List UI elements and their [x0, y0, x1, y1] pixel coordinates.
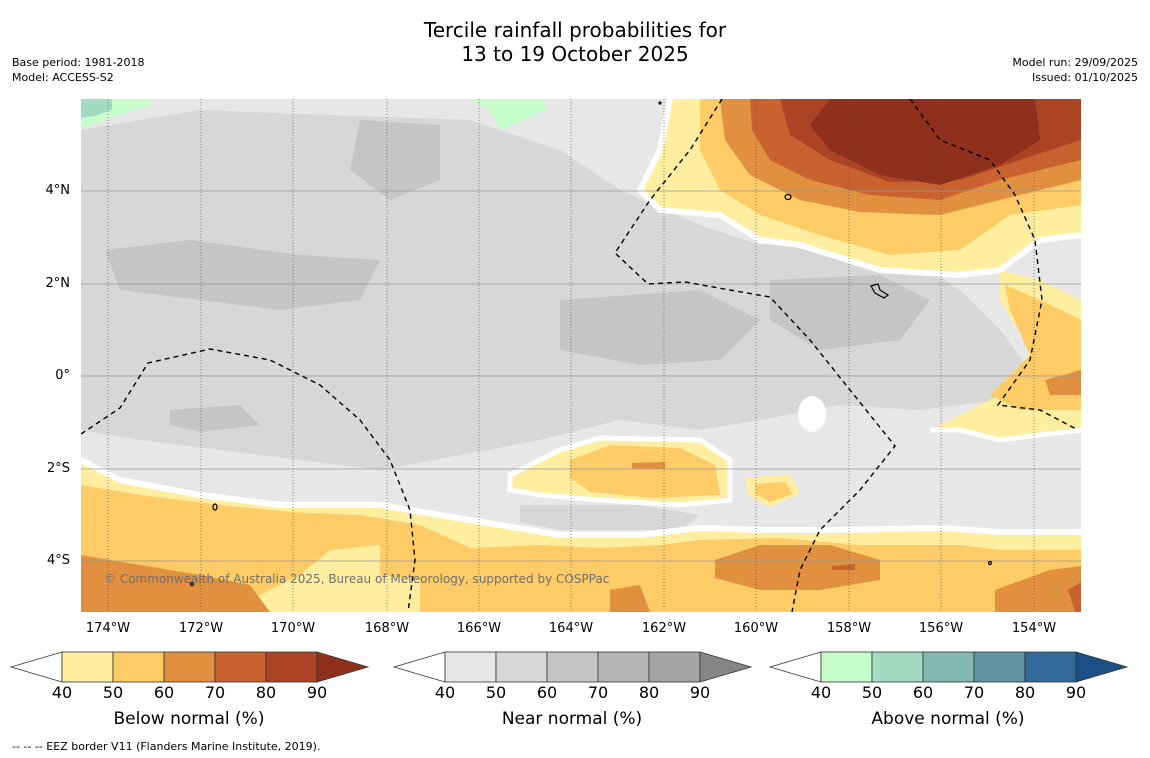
cb-above-extend-high: [1075, 651, 1129, 683]
cb-below-tick: 70: [204, 683, 226, 702]
title-line-2: 13 to 19 October 2025: [461, 42, 689, 66]
cb-near-tick: 60: [536, 683, 558, 702]
cb-above-tick: 60: [912, 683, 934, 702]
cb-below-tick: 90: [306, 683, 328, 702]
cb-below-tick: 50: [102, 683, 124, 702]
eez-footnote: -- -- -- EEZ border V11 (Flanders Marine…: [12, 740, 321, 753]
cb-above-swatch: [1024, 651, 1077, 683]
title-line-1: Tercile rainfall probabilities for: [423, 18, 727, 42]
below-normal-50-region-c: [570, 445, 720, 498]
white-gap: [798, 396, 826, 432]
boundary-highlight-south: [81, 457, 1081, 538]
below-normal-60-region-south-c: [995, 566, 1081, 612]
islands: [189, 101, 993, 587]
boundary-highlight-east: [930, 427, 1081, 443]
x-tick-label: 170°W: [270, 621, 316, 636]
below-normal-70-region-south-b: [832, 564, 855, 570]
cb-near-extend-high: [699, 651, 753, 683]
cb-near-swatch: [444, 651, 497, 683]
near-normal-60-region-b: [350, 120, 440, 200]
x-tick-label: 166°W: [456, 621, 502, 636]
cb-near-title: Near normal (%): [501, 709, 643, 729]
model-info: Base period: 1981-2018 Model: ACCESS-S2: [12, 55, 144, 85]
cb-below-tick: 60: [153, 683, 175, 702]
cb-above-tick: 50: [861, 683, 883, 702]
eez-borders: [81, 99, 1079, 612]
run-info: Model run: 29/09/2025 Issued: 01/10/2025: [1012, 55, 1138, 85]
cb-above-swatch: [871, 651, 924, 683]
y-tick-label: 2°S: [46, 461, 70, 476]
colorbars-svg: [9, 651, 1129, 683]
cb-above-title: Above normal (%): [871, 709, 1025, 729]
cb-above-swatch: [922, 651, 975, 683]
model-name: Model: ACCESS-S2: [12, 71, 114, 84]
y-tick-label: 4°S: [46, 553, 70, 568]
cb-near-swatch: [546, 651, 599, 683]
y-tick-label: 2°N: [45, 276, 71, 291]
below-normal-60-region-south-b: [715, 545, 880, 590]
model-run: Model run: 29/09/2025: [1012, 56, 1138, 69]
near-normal-60-region-e: [170, 405, 260, 432]
issued-date: Issued: 01/10/2025: [1031, 71, 1138, 84]
cb-above-swatch: [820, 651, 873, 683]
cb-below-swatch: [163, 651, 216, 683]
below-normal-90-region: [810, 99, 1040, 185]
above-normal-50-region: [81, 99, 112, 118]
above-normal-40-region-b: [470, 99, 545, 130]
cb-below-swatch: [112, 651, 165, 683]
latitude-gridlines: [81, 190, 1081, 562]
cb-near-tick: 50: [485, 683, 507, 702]
below-normal-70-region-south: [1068, 582, 1081, 612]
cb-near-tick: 90: [689, 683, 711, 702]
near-normal-60-region-c: [560, 290, 760, 365]
cb-below-swatch: [214, 651, 267, 683]
x-tick-label: 160°W: [733, 621, 779, 636]
boundary-highlight-north: [636, 99, 1081, 279]
cb-near-swatch: [597, 651, 650, 683]
cb-below-swatch: [61, 651, 114, 683]
cb-near-swatch: [495, 651, 548, 683]
base-period: Base period: 1981-2018: [12, 56, 145, 69]
below-normal-60-region-south: [81, 555, 270, 612]
x-tick-label: 154°W: [1011, 621, 1057, 636]
cb-below-swatch: [265, 651, 318, 683]
cb-below-title: Below normal (%): [113, 709, 265, 729]
copyright-notice: © Commonwealth of Australia 2025, Bureau…: [104, 572, 610, 586]
cb-above-swatch: [973, 651, 1026, 683]
cb-above-tick: 80: [1014, 683, 1036, 702]
cb-above-tick: 90: [1065, 683, 1087, 702]
cb-below-tick: 40: [51, 683, 73, 702]
near-normal-50-region: [81, 110, 1030, 470]
cb-near-swatch: [648, 651, 701, 683]
cb-below-extend-high: [316, 651, 370, 683]
near-normal-60-region-d: [770, 275, 930, 350]
x-tick-label: 172°W: [178, 621, 224, 636]
y-tick-label: 4°N: [45, 183, 71, 198]
below-normal-60-region-south-d: [610, 585, 650, 612]
x-tick-label: 164°W: [548, 621, 594, 636]
x-tick-label: 156°W: [918, 621, 964, 636]
cb-above-extend-low: [768, 651, 822, 683]
cb-below-tick: 80: [255, 683, 277, 702]
y-tick-label: 0°: [55, 368, 70, 383]
near-normal-60-region: [105, 240, 380, 310]
x-tick-label: 168°W: [364, 621, 410, 636]
map-area: [81, 99, 1081, 612]
cb-above-tick: 40: [810, 683, 832, 702]
cb-below-extend-low: [9, 651, 63, 683]
below-normal-60-region-c: [632, 462, 665, 469]
boundary-highlight-central: [507, 435, 733, 508]
cb-near-tick: 40: [434, 683, 456, 702]
below-normal-50-region-d: [755, 482, 792, 502]
x-tick-label: 158°W: [826, 621, 872, 636]
map-title: Tercile rainfall probabilities for 13 to…: [0, 18, 1150, 66]
x-tick-label: 174°W: [85, 621, 131, 636]
cb-near-tick: 80: [638, 683, 660, 702]
near-normal-50-region-b: [520, 505, 700, 530]
cb-above-tick: 70: [963, 683, 985, 702]
x-tick-label: 162°W: [641, 621, 687, 636]
cb-near-extend-low: [392, 651, 446, 683]
cb-near-tick: 70: [587, 683, 609, 702]
